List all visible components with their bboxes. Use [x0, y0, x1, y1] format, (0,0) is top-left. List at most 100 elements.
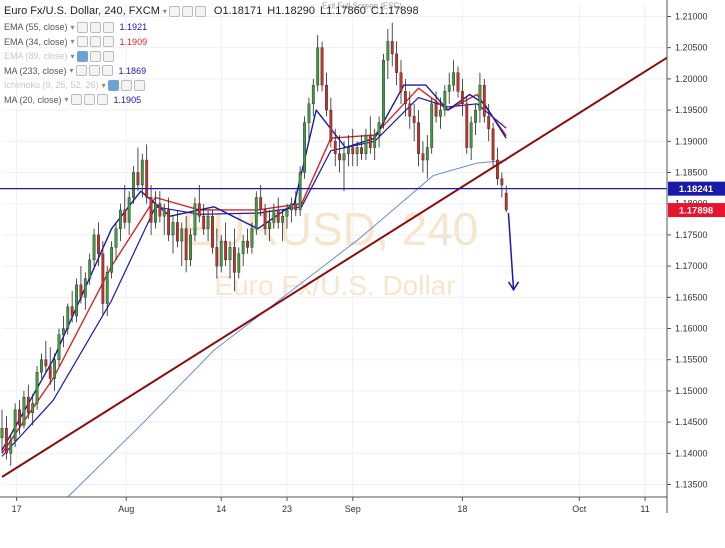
- close-icon[interactable]: [194, 5, 206, 17]
- candle-body: [500, 178, 504, 186]
- candle-body: [346, 147, 350, 154]
- settings-icon[interactable]: [88, 65, 100, 76]
- candle-body: [465, 103, 469, 148]
- candle-body: [333, 141, 337, 154]
- horizontal-level-label: 1.18241: [679, 184, 714, 195]
- indicator-legend-row[interactable]: EMA (34, close) ▾ 1.1909: [4, 35, 147, 49]
- close-icon[interactable]: [102, 50, 114, 62]
- ma233-line: [67, 160, 507, 498]
- exit-fullscreen-hint[interactable]: Exit Full Screen (ESC): [322, 2, 402, 11]
- candle-body: [140, 159, 144, 186]
- y-tick-label: 1.14000: [675, 448, 708, 458]
- eye-icon[interactable]: [107, 79, 119, 91]
- candle-body: [211, 215, 214, 248]
- y-tick-label: 1.13500: [675, 480, 708, 490]
- close-icon[interactable]: [96, 94, 108, 105]
- candle-body: [272, 209, 276, 223]
- candle-body: [289, 203, 293, 211]
- indicator-value: 1.1905: [113, 94, 142, 105]
- eye-icon[interactable]: [76, 21, 88, 33]
- candle-body: [158, 203, 162, 217]
- chevron-down-icon[interactable]: ▾: [70, 37, 75, 46]
- eye-icon[interactable]: [168, 5, 180, 17]
- candle-body: [40, 359, 43, 373]
- candle-body: [48, 365, 52, 379]
- indicator-legend-row[interactable]: EMA (89, close) ▾: [4, 49, 114, 63]
- indicator-legend-row[interactable]: MA (233, close) ▾ 1.1869: [4, 64, 146, 78]
- chevron-down-icon[interactable]: ▾: [64, 95, 69, 104]
- chevron-down-icon[interactable]: ▾: [69, 66, 74, 75]
- candle-body: [491, 128, 495, 161]
- candle-body: [35, 371, 39, 404]
- candles: [0, 22, 508, 466]
- candle-body: [197, 203, 201, 217]
- candle-body: [180, 228, 184, 242]
- watermark-description: Euro Fx/U.S. Dollar: [214, 270, 455, 301]
- y-tick-label: 1.14500: [675, 417, 708, 427]
- candle-body: [254, 197, 258, 229]
- candle-body: [114, 228, 118, 248]
- ma20-line: [1, 84, 507, 451]
- candle-body: [154, 203, 157, 223]
- indicator-legend-row[interactable]: Ichimoku (9, 26, 52, 26) ▾: [4, 78, 145, 92]
- candle-body: [61, 328, 65, 335]
- eye-icon[interactable]: [76, 50, 88, 62]
- settings-icon[interactable]: [89, 50, 101, 62]
- symbol-title: Euro Fx/U.S. Dollar, 240, FXCM: [4, 5, 160, 17]
- settings-icon[interactable]: [89, 36, 101, 47]
- close-icon[interactable]: [133, 79, 145, 91]
- settings-icon[interactable]: [120, 79, 132, 91]
- candle-body: [285, 209, 289, 217]
- indicator-legend-row[interactable]: MA (20, close) ▾ 1.1905: [4, 93, 141, 107]
- candle-body: [101, 253, 105, 304]
- candle-body: [342, 153, 346, 161]
- chevron-down-icon[interactable]: ▾: [70, 22, 75, 32]
- candle-body: [88, 259, 92, 279]
- candle-body: [390, 41, 394, 55]
- settings-icon[interactable]: [89, 21, 101, 33]
- support-trendline: [1, 56, 668, 478]
- y-tick-label: 1.21000: [675, 11, 708, 21]
- candle-body: [145, 159, 149, 198]
- candle-body: [377, 122, 381, 136]
- candle-body: [167, 209, 171, 236]
- y-tick-label: 1.17500: [675, 230, 708, 240]
- price-axis[interactable]: 1.13500 1.14000 1.14500 1.15000 1.15500 1.160…: [666, 0, 725, 513]
- x-tick-label: Oct: [572, 504, 587, 514]
- ohlc-close: C1.17898: [370, 5, 419, 17]
- chevron-down-icon[interactable]: ▾: [162, 6, 167, 16]
- candle-body: [22, 396, 26, 426]
- x-tick-label: 17: [12, 504, 22, 514]
- settings-icon[interactable]: [181, 5, 193, 17]
- candle-body: [202, 215, 206, 229]
- indicator-label: EMA (89, close): [4, 51, 68, 61]
- chevron-down-icon[interactable]: ▾: [70, 51, 75, 61]
- y-tick-label: 1.20500: [675, 43, 708, 53]
- chevron-down-icon[interactable]: ▾: [101, 80, 106, 90]
- candle-body: [298, 172, 302, 211]
- close-icon[interactable]: [102, 21, 114, 33]
- candle-body: [246, 240, 249, 248]
- indicator-legend-row[interactable]: EMA (55, close) ▾ 1.1921: [4, 20, 147, 34]
- candle-body: [232, 247, 236, 273]
- candle-body: [478, 84, 482, 111]
- close-icon[interactable]: [101, 65, 113, 76]
- eye-icon[interactable]: [75, 65, 87, 76]
- y-tick-label: 1.15000: [675, 386, 708, 396]
- eye-icon[interactable]: [76, 36, 88, 47]
- candle-body: [118, 209, 122, 229]
- settings-icon[interactable]: [83, 94, 95, 105]
- indicator-label: Ichimoku (9, 26, 52, 26): [4, 80, 99, 90]
- close-icon[interactable]: [102, 36, 114, 47]
- eye-icon[interactable]: [70, 94, 82, 105]
- candle-body: [228, 247, 232, 261]
- time-axis[interactable]: 17 Aug 14 23 Sep 18 Oct 11: [0, 496, 667, 514]
- y-tick-label: 1.16500: [675, 292, 708, 302]
- candle-body: [395, 53, 399, 73]
- indicator-label: MA (20, close): [4, 94, 62, 105]
- candle-body: [4, 428, 8, 454]
- candle-body: [149, 197, 153, 223]
- candle-body: [132, 172, 135, 198]
